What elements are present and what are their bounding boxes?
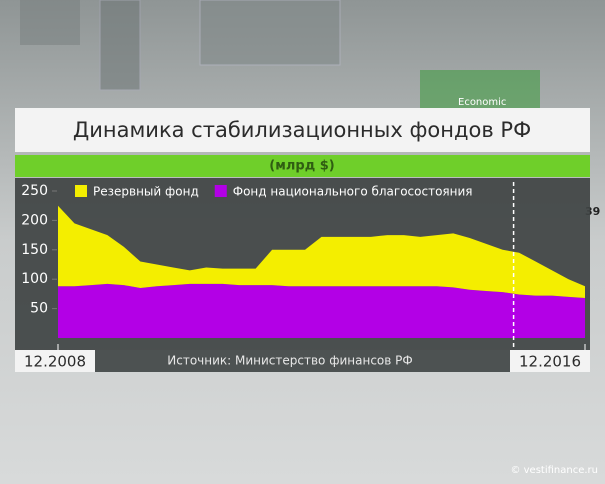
- watermark: © vestifinance.ru: [510, 465, 598, 476]
- x-tick-box: [15, 350, 95, 372]
- x-tick-label: 12.2016: [519, 353, 581, 371]
- area: [58, 283, 585, 338]
- y-tick-label: 250: [21, 183, 48, 199]
- x-tick-box: [510, 350, 590, 372]
- chart-title: Динамика стабилизационных фондов РФ: [73, 118, 531, 142]
- unit-label: (млрд $): [269, 159, 334, 174]
- decor: [20, 0, 540, 110]
- legend-swatch: [75, 185, 87, 197]
- y-tick-label: 200: [21, 212, 48, 228]
- y-tick-label: 100: [21, 271, 48, 287]
- y-tick-label: 150: [21, 242, 48, 258]
- area: [58, 205, 585, 299]
- legend-swatch: [214, 185, 227, 197]
- legend-label: Фонд национального благосостояния: [233, 185, 473, 199]
- source: Источник: Министерство финансов РФ: [167, 354, 412, 368]
- legend-label: Резервный фонд: [93, 185, 199, 199]
- x-tick-label: 12.2008: [24, 353, 86, 371]
- title-panel: [15, 108, 590, 152]
- unit-bar: [15, 155, 590, 177]
- footer-bar: [15, 350, 590, 372]
- bg-text: Economic: [458, 97, 506, 108]
- y-tick-label: 50: [30, 301, 48, 317]
- plot: 50 100 150 200 250 Резервный фонд Фонд национа…: [21, 182, 585, 350]
